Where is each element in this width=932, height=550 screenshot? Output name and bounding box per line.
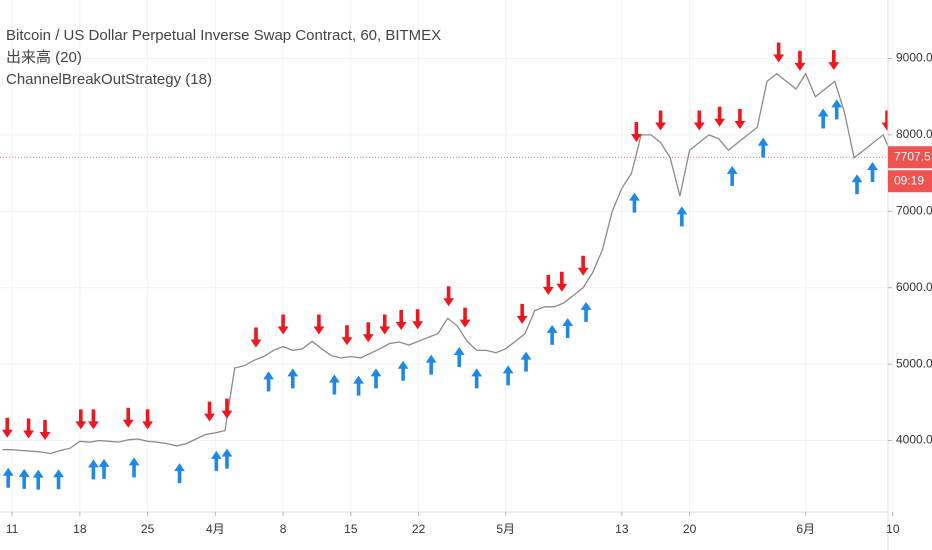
x-tick-label: 11 (6, 522, 19, 536)
y-tick-label: 5000.0 (896, 356, 932, 370)
plot-area (1, 42, 888, 490)
buy-arrow (757, 137, 769, 158)
legend-line: 出来高 (20) (6, 49, 82, 66)
grid (0, 0, 894, 512)
sell-arrow (577, 255, 589, 276)
buy-arrow (32, 469, 44, 490)
y-tick-label: 7000.0 (896, 203, 932, 217)
sell-arrow (250, 327, 262, 348)
buy-arrow (453, 346, 465, 367)
sell-arrow (87, 409, 99, 430)
x-tick-label: 15 (344, 522, 358, 536)
buy-arrow (562, 317, 574, 338)
sell-arrow (313, 314, 325, 335)
x-tick-label: 20 (683, 522, 697, 536)
sell-arrow (362, 322, 374, 343)
buy-arrow (502, 365, 514, 386)
x-tick-label: 25 (141, 522, 155, 536)
buy-arrow (676, 206, 688, 227)
buy-arrow (851, 174, 863, 195)
y-tick-label: 4000.0 (896, 433, 932, 447)
sell-arrow (734, 108, 746, 129)
sell-arrow (693, 110, 705, 131)
buy-arrow (726, 165, 738, 186)
legend-line: ChannelBreakOutStrategy (18) (6, 71, 212, 88)
buy-arrow (353, 375, 364, 396)
buy-arrow (263, 371, 274, 392)
x-tick-label: 18 (73, 522, 87, 536)
buy-arrow (98, 458, 110, 479)
sell-arrow (714, 106, 725, 127)
buy-arrow (2, 467, 14, 488)
chart-title: Bitcoin / US Dollar Perpetual Inverse Sw… (6, 27, 441, 44)
last-price-box (888, 146, 932, 169)
sell-arrow (556, 271, 568, 292)
buy-arrow (867, 162, 878, 183)
sell-arrow (881, 110, 888, 131)
buy-arrow (471, 368, 483, 389)
sell-arrow (341, 325, 353, 346)
sell-arrow (395, 309, 407, 330)
sell-arrow (75, 409, 87, 430)
x-tick-label: 5月 (496, 522, 515, 536)
last-price-label: 7707.5 (894, 149, 931, 163)
x-tick-label: 8 (280, 522, 287, 536)
x-tick-label: 10 (886, 522, 900, 536)
buy-arrow (210, 450, 222, 471)
buy-arrow (397, 360, 409, 381)
buy-arrow (580, 301, 592, 322)
x-tick-label: 13 (615, 522, 629, 536)
sell-arrow (1, 417, 13, 438)
sell-arrow (204, 401, 215, 422)
sell-arrow (794, 50, 806, 71)
buy-arrow (87, 459, 99, 480)
y-tick-label: 8000.0 (896, 127, 932, 141)
sell-arrow (39, 420, 51, 441)
buy-arrow (831, 99, 843, 120)
sell-arrow (122, 407, 134, 428)
buy-arrow (328, 374, 340, 395)
buy-arrow (287, 368, 299, 389)
price-line (2, 72, 888, 455)
sell-arrow (142, 409, 153, 430)
sell-arrow (443, 286, 454, 307)
sell-arrow (542, 274, 554, 295)
sell-arrow (23, 418, 34, 439)
sell-arrow (773, 42, 785, 63)
buy-arrow (546, 324, 558, 345)
sell-arrow (828, 50, 840, 71)
countdown-label: 09:19 (894, 173, 924, 187)
sell-arrow (221, 398, 233, 419)
y-tick-label: 9000.0 (896, 51, 932, 65)
x-tick-label: 4月 (206, 522, 225, 536)
buy-arrow (817, 108, 829, 129)
buy-arrow (629, 192, 640, 213)
x-tick-label: 6月 (796, 522, 815, 536)
sell-arrow (412, 309, 424, 330)
buy-arrow (18, 468, 30, 489)
buy-arrow (221, 448, 233, 469)
buy-arrow (425, 354, 437, 375)
y-tick-label: 6000.0 (896, 280, 932, 294)
buy-arrow (128, 457, 140, 478)
sell-arrow (277, 314, 289, 335)
countdown-box (888, 170, 932, 193)
buy-arrow (53, 469, 64, 490)
sell-arrow (630, 121, 642, 142)
buy-arrow (174, 463, 185, 484)
sell-arrow (655, 110, 666, 131)
sell-arrow (459, 307, 471, 328)
sell-arrow (516, 303, 528, 324)
axes: 4000.0 5000.0 6000.0 7000.0 8000.0 9000.0 11 18… (0, 51, 932, 536)
sell-arrow (379, 314, 391, 335)
buy-arrow (370, 368, 382, 389)
buy-arrow (520, 351, 532, 372)
x-tick-label: 22 (412, 522, 426, 536)
